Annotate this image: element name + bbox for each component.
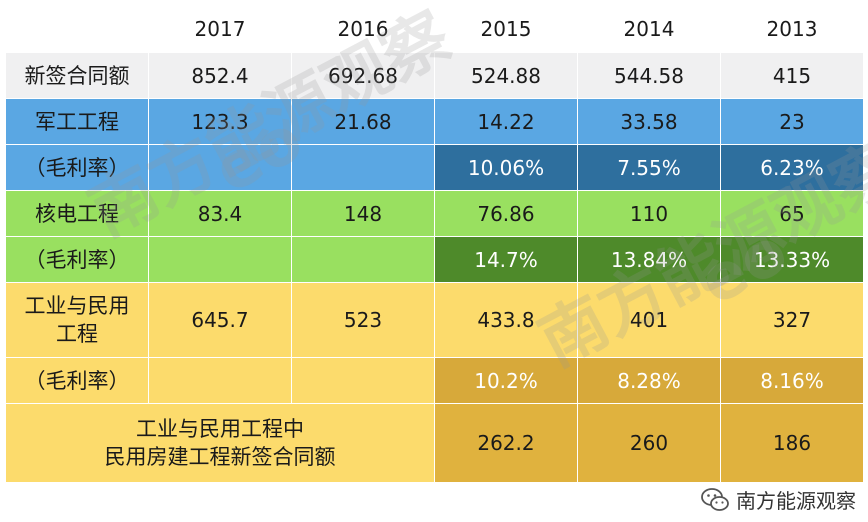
table-cell [148, 236, 292, 283]
table-cell: 544.58 [577, 52, 721, 99]
table-cell: 110 [577, 190, 721, 237]
table-cell: 8.28% [577, 357, 721, 404]
table-cell: 260 [577, 403, 721, 483]
table-row: 新签合同额 852.4 692.68 524.88 544.58 415 [5, 52, 864, 99]
table-cell: 23 [720, 98, 864, 145]
table-cell: 327 [720, 282, 864, 358]
table-row: 工业与民用工程中 民用房建工程新签合同额 262.2 260 186 [5, 403, 864, 483]
table-cell: 10.2% [434, 357, 578, 404]
row-label: （毛利率） [5, 236, 149, 283]
table-cell: 76.86 [434, 190, 578, 237]
table-row: 军工工程 123.3 21.68 14.22 33.58 23 [5, 98, 864, 145]
table-cell: 14.7% [434, 236, 578, 283]
table-cell [148, 144, 292, 191]
contract-table: 2017 2016 2015 2014 2013 新签合同额 852.4 692… [5, 5, 864, 483]
table-cell: 13.84% [577, 236, 721, 283]
table-cell: 7.55% [577, 144, 721, 191]
table-row: 工业与民用 工程 645.7 523 433.8 401 327 [5, 282, 864, 358]
row-label: 工业与民用 工程 [5, 282, 149, 358]
row-label-line: 民用房建工程新签合同额 [104, 445, 336, 469]
source-badge: 南方能源观察 [700, 485, 856, 514]
table-cell: 415 [720, 52, 864, 99]
table-cell: 10.06% [434, 144, 578, 191]
table-cell: 852.4 [148, 52, 292, 99]
table-cell: 433.8 [434, 282, 578, 358]
row-label: 核电工程 [5, 190, 149, 237]
table-cell: 83.4 [148, 190, 292, 237]
table-cell [291, 144, 435, 191]
table-cell: 692.68 [291, 52, 435, 99]
year-2016: 2016 [291, 5, 435, 53]
table-row: （毛利率） 10.06% 7.55% 6.23% [5, 144, 864, 191]
row-label-line: 工业与民用工程中 [136, 417, 304, 441]
table-cell [291, 357, 435, 404]
row-label: 工业与民用工程中 民用房建工程新签合同额 [5, 403, 435, 483]
row-label-line: 工程 [56, 322, 98, 346]
table-cell: 523 [291, 282, 435, 358]
table-cell: 65 [720, 190, 864, 237]
table-cell: 524.88 [434, 52, 578, 99]
table-cell: 186 [720, 403, 864, 483]
table-cell: 6.23% [720, 144, 864, 191]
table-row: （毛利率） 10.2% 8.28% 8.16% [5, 357, 864, 404]
table-cell: 645.7 [148, 282, 292, 358]
year-2014: 2014 [577, 5, 721, 53]
table-cell: 401 [577, 282, 721, 358]
year-2015: 2015 [434, 5, 578, 53]
table-cell: 21.68 [291, 98, 435, 145]
badge-text: 南方能源观察 [736, 489, 856, 513]
year-2017: 2017 [148, 5, 292, 53]
table-cell: 8.16% [720, 357, 864, 404]
table-row: （毛利率） 14.7% 13.84% 13.33% [5, 236, 864, 283]
table-cell: 123.3 [148, 98, 292, 145]
header-corner [5, 5, 149, 53]
table-cell: 33.58 [577, 98, 721, 145]
table-cell [291, 236, 435, 283]
header-row: 2017 2016 2015 2014 2013 [5, 5, 864, 53]
table-cell: 14.22 [434, 98, 578, 145]
table-row: 核电工程 83.4 148 76.86 110 65 [5, 190, 864, 237]
row-label: （毛利率） [5, 357, 149, 404]
row-label-line: 工业与民用 [24, 294, 130, 318]
row-label: 新签合同额 [5, 52, 149, 99]
table-cell: 13.33% [720, 236, 864, 283]
wechat-icon [701, 487, 729, 511]
row-label: 军工工程 [5, 98, 149, 145]
table-cell [148, 357, 292, 404]
row-label: （毛利率） [5, 144, 149, 191]
table-cell: 262.2 [434, 403, 578, 483]
year-2013: 2013 [720, 5, 864, 53]
table-cell: 148 [291, 190, 435, 237]
